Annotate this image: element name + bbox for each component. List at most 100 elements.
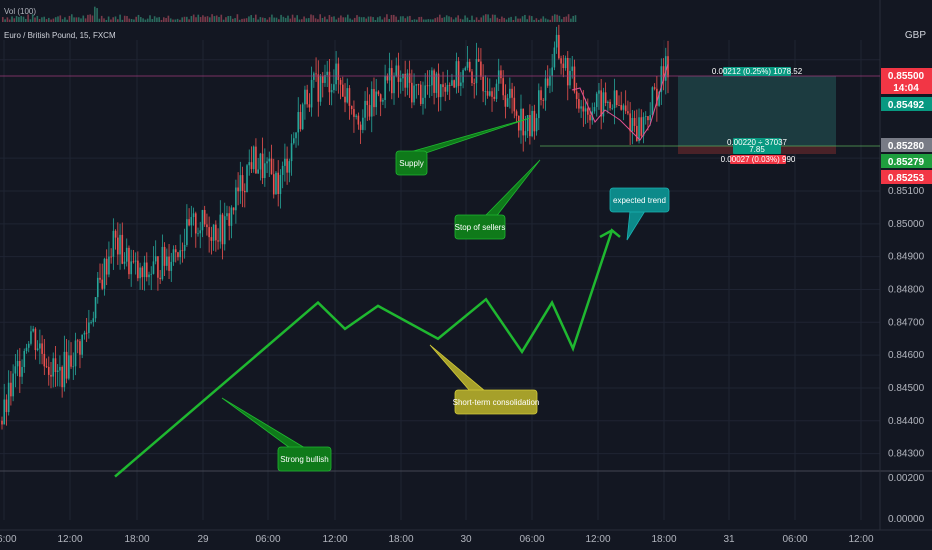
volume-bar [204,16,206,22]
volume-bar [397,19,400,22]
candle-body [555,34,558,48]
candle-body [660,66,663,92]
candle-body [248,162,251,166]
volume-bar [172,19,174,22]
candle-body [21,367,23,377]
volume-bar [448,16,450,22]
candle-body [56,370,59,372]
candle-body [364,100,366,118]
candle-body [497,70,500,84]
volume-bar [351,19,354,22]
volume-bar [158,17,160,22]
price-badge-label: 0.85280 [888,141,925,152]
volume-bar [241,18,243,22]
candle-body [130,261,132,275]
candle-body [154,256,157,262]
volume-bar [560,19,563,22]
volume-bar [130,18,133,22]
volume-bar [169,18,172,22]
volume-bar [234,18,236,22]
candle-body [70,355,72,367]
volume-bar [521,16,524,22]
volume-bar [59,15,62,22]
candle-body [333,84,335,91]
bullish-callout-label: Strong bullish [280,455,328,464]
volume-bar [558,15,561,22]
price-tick-label: 0.84900 [888,252,925,263]
stop-label-bg [730,155,786,164]
volume-bar [388,18,390,22]
volume-bar [68,15,71,22]
volume-tick-label: 0.00200 [888,473,925,484]
candle-body [607,101,609,103]
volume-bar [531,16,533,22]
candle-body [277,172,280,195]
candle-body [141,267,144,278]
volume-bar [370,16,372,22]
candle-body [19,361,21,377]
volume-bar [381,19,384,22]
volume-bar [349,18,351,22]
candle-body [137,260,139,279]
candle-body [486,91,489,96]
time-tick-label: 06:00 [0,534,17,545]
time-tick-label: 12:00 [322,534,347,545]
candle-body [656,88,658,106]
volume-bar [574,15,577,22]
volume-bar [186,16,188,22]
volume-bar [379,16,381,22]
volume-bar [222,19,225,22]
volume-bar [503,17,505,22]
candle-body [43,353,46,367]
candle-body [72,366,75,368]
volume-bar [264,18,266,22]
candle-body [264,163,266,179]
candle-body [613,90,616,109]
volume-bar [337,17,340,22]
candle-body [598,90,600,94]
candle-body [509,88,511,99]
volume-bar [487,14,489,22]
currency-label: GBP [904,30,926,41]
candle-body [172,249,175,262]
candle-body [203,210,206,225]
volume-bar [119,14,121,22]
volume-bar [61,19,64,22]
candle-body [190,217,193,226]
volume-bar [167,15,170,22]
volume-bar [273,17,275,22]
volume-bar [298,19,301,22]
stop-sellers-callout-box [454,214,506,240]
candle-body [290,143,293,162]
volume-bar [425,19,427,22]
volume-indicator-label[interactable]: Vol (100) [4,7,37,16]
volume-bar [38,18,41,22]
candle-body [230,207,233,226]
candle-body [571,66,574,71]
price-badge [881,154,932,168]
candle-body [355,115,357,117]
candle-body [433,70,435,93]
candle-body [546,78,549,86]
long-position-tool[interactable]: 0.00212 (0.25%) 1078.52 0.00220 ÷ 370377.… [0,67,880,164]
volume-bar [41,17,43,22]
candle-body [128,247,130,275]
volume-bar [45,19,48,22]
symbol-title[interactable]: Euro / British Pound, 15, FXCM [4,31,116,40]
candle-body [210,237,213,241]
volume-bar [163,17,165,22]
volume-bar [505,19,508,22]
volume-bar [376,17,379,22]
volume-bar [455,17,457,22]
candle-body [428,85,431,87]
volume-bar [89,14,91,22]
candle-body [306,89,308,105]
price-tick-label: 0.85000 [888,219,925,230]
volume-bar [128,18,131,22]
time-axis[interactable]: 06:00 12:00 18:00 29 06:00 12:00 18:00 30 06:00 1… [0,529,932,545]
volume-bar [66,19,68,22]
trend-drawings[interactable]: Supply Stop of sellers expected trend Short… [114,63,670,478]
candle-body [286,158,288,173]
price-axis[interactable]: 0.852000.851000.850000.849000.848000.847… [881,68,932,525]
